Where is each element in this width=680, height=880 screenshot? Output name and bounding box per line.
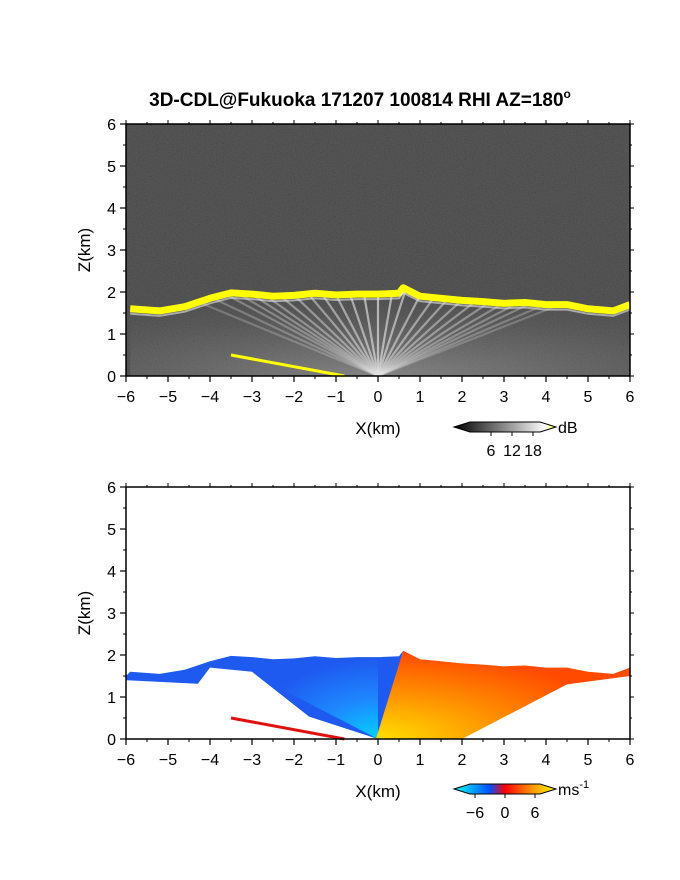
x-tick-label: 3 [500,752,509,769]
velocity-gap-region [197,667,341,735]
velocity-xlabel: X(km) [355,782,400,801]
colorbar-tick-label: 18 [524,443,542,460]
backscatter-xlabel: X(km) [355,419,400,438]
backscatter-colorbar: 6 12 18 dB [452,420,578,460]
x-tick-label: −1 [327,389,345,406]
velocity-colorbar: −6 0 6 ms-1 [452,779,589,822]
x-tick-label: −3 [243,752,261,769]
y-tick-label: 1 [107,690,116,707]
boundary-layer-top-edge [130,291,631,317]
x-tick-label: 4 [542,752,551,769]
y-tick-label: 4 [107,564,116,581]
panel-backscatter-plot-area [125,123,632,378]
colorbar-tick-label: −6 [466,805,484,822]
x-tick-label: −6 [117,389,135,406]
y-tick-label: 5 [107,159,116,176]
figure-title: 3D-CDL@Fukuoka 171207 100814 RHI AZ=180o [149,87,571,111]
backscatter-axes: −6 −5 −4 −3 −2 −1 0 1 2 3 4 5 6 0 1 2 3 4 5 6 [107,117,634,406]
x-tick-label: −6 [117,752,135,769]
x-tick-label: 0 [374,389,383,406]
y-tick-label: 2 [107,648,116,665]
x-tick-label: 1 [416,389,425,406]
y-tick-label: 0 [107,732,116,749]
velocity-colorbar-bar [452,783,558,795]
y-tick-label: 3 [107,243,116,260]
y-tick-label: 6 [107,117,116,134]
x-tick-label: 1 [416,752,425,769]
low-level-streak [230,353,345,378]
panel-velocity-plot-area [125,486,631,741]
velocity-negative-core [252,659,378,739]
velocity-ylabel: Z(km) [75,591,94,635]
x-tick-label: −4 [201,752,219,769]
x-tick-label: −2 [285,752,303,769]
y-tick-label: 5 [107,522,116,539]
x-tick-label: 6 [626,389,635,406]
velocity-axes: −6 −5 −4 −3 −2 −1 0 1 2 3 4 5 6 0 1 2 3 4 5 6 [107,480,634,769]
x-tick-label: 5 [584,752,593,769]
x-tick-label: 2 [458,389,467,406]
boundary-layer-fill [130,287,630,376]
title-degree-sign: o [564,87,571,101]
x-tick-label: 0 [374,752,383,769]
y-tick-label: 6 [107,480,116,497]
y-tick-label: 3 [107,606,116,623]
colorbar-tick-label: 12 [503,443,521,460]
x-tick-label: −3 [243,389,261,406]
colorbar-tick-label: 0 [501,805,510,822]
velocity-positive-region [375,650,630,739]
x-tick-label: 4 [542,389,551,406]
velocity-colorbar-unit-exponent: -1 [579,779,589,791]
y-tick-label: 1 [107,327,116,344]
backscatter-colorbar-bar [452,421,558,433]
velocity-low-level-streak [230,716,345,741]
velocity-colorbar-ticks: −6 0 6 [466,794,540,822]
x-tick-label: 3 [500,389,509,406]
backscatter-colorbar-ticks: 6 12 18 [487,432,542,460]
colorbar-tick-label: 6 [487,443,496,460]
y-tick-label: 0 [107,369,116,386]
panel-velocity: −6 −5 −4 −3 −2 −1 0 1 2 3 4 5 6 0 1 2 3 4 5 6 X(km) Z(km) −… [75,480,635,822]
y-tick-label: 2 [107,285,116,302]
x-tick-label: −5 [159,389,177,406]
x-tick-label: −5 [159,752,177,769]
x-tick-label: 2 [458,752,467,769]
boundary-layer-top-line [129,284,632,315]
x-tick-label: 5 [584,389,593,406]
x-tick-label: −4 [201,389,219,406]
backscatter-ylabel: Z(km) [75,228,94,272]
velocity-colorbar-unit: ms-1 [558,779,589,799]
x-tick-label: 6 [626,752,635,769]
x-tick-label: −2 [285,389,303,406]
backscatter-colorbar-unit: dB [558,420,578,437]
x-tick-label: −1 [327,752,345,769]
colorbar-tick-label: 6 [531,805,540,822]
y-tick-label: 4 [107,201,116,218]
